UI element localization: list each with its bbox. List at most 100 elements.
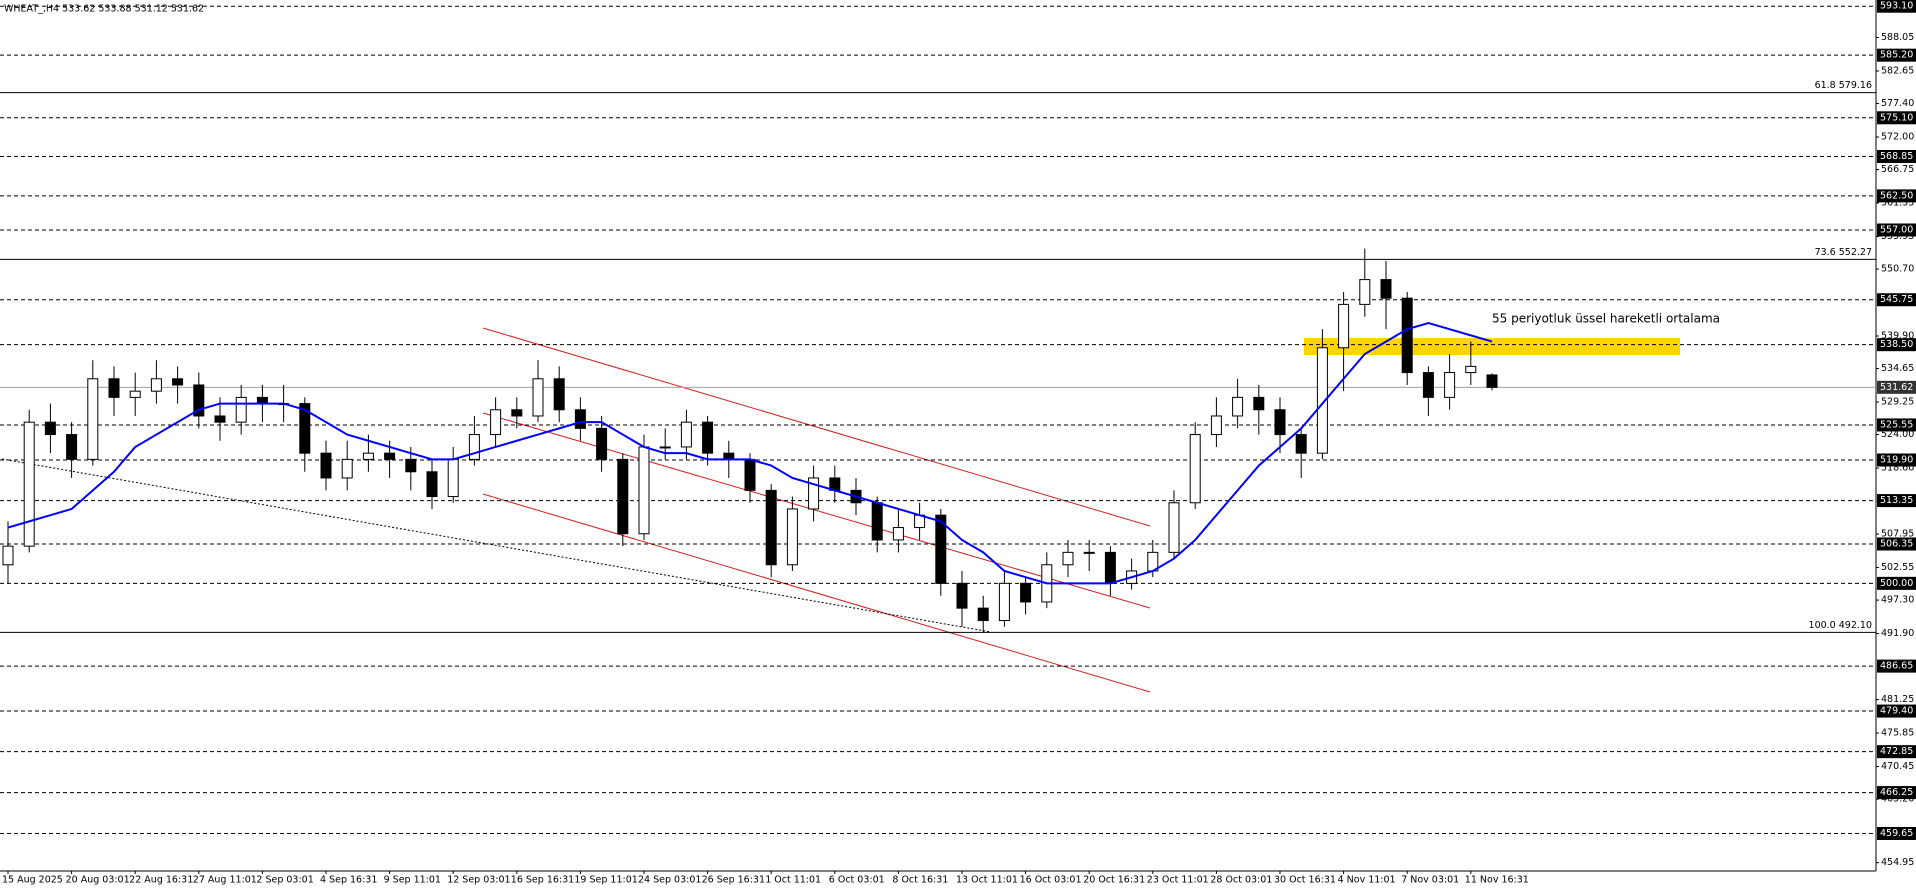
candle-body <box>680 421 692 448</box>
level-label: 459.65 <box>1880 828 1913 839</box>
fib-label: 100.0 492.10 <box>1809 620 1872 631</box>
level-label-box <box>1877 576 1916 590</box>
level-label: 593.10 <box>1880 1 1913 12</box>
level-label: 513.35 <box>1880 495 1913 506</box>
y-tick-label: 502.55 <box>1881 562 1914 573</box>
y-tick-label: 507.95 <box>1881 529 1914 540</box>
y-tick-label: 475.85 <box>1881 728 1914 739</box>
y-tick-label: 577.40 <box>1881 98 1914 109</box>
x-tick-label: 20 Oct 16:31 <box>1083 875 1145 886</box>
level-label: 506.35 <box>1880 538 1913 549</box>
x-tick-label: 16 Sep 16:31 <box>511 875 574 886</box>
current-price-box <box>1877 380 1916 394</box>
candle-body <box>998 582 1010 622</box>
candle-body <box>1401 297 1413 374</box>
candle-body <box>1465 365 1477 374</box>
y-tick-label: 555.95 <box>1881 231 1914 242</box>
candle-body <box>193 384 205 417</box>
level-label: 538.50 <box>1880 339 1913 350</box>
level-label-box <box>1877 111 1916 125</box>
candle-body <box>617 458 629 535</box>
candle-body <box>1232 396 1244 417</box>
candle-body <box>362 452 374 460</box>
y-tick-label: 518.60 <box>1881 463 1914 474</box>
candle-body <box>808 477 820 510</box>
candle-body <box>1422 372 1434 398</box>
x-tick-label: 6 Oct 03:01 <box>829 875 885 886</box>
y-tick-label: 572.00 <box>1881 132 1914 143</box>
candle-body <box>532 378 544 417</box>
y-tick-label: 561.35 <box>1881 198 1914 209</box>
candle-body <box>108 378 120 398</box>
channel-lower <box>482 493 1151 693</box>
candle-body <box>1210 415 1222 436</box>
candle-body <box>2 545 14 566</box>
candle-body <box>1253 396 1265 411</box>
level-label-box <box>1877 293 1916 307</box>
candle-body <box>744 458 756 491</box>
level-label-box <box>1877 704 1916 718</box>
y-tick-label: 497.30 <box>1881 595 1914 606</box>
candle-body <box>638 446 650 535</box>
x-tick-label: 11 Nov 16:31 <box>1465 875 1529 886</box>
channel-upper <box>482 327 1151 527</box>
x-tick-label: 19 Sep 11:01 <box>574 875 637 886</box>
x-tick-label: 26 Sep 16:31 <box>702 875 765 886</box>
y-tick-label: 524.00 <box>1881 429 1914 440</box>
x-tick-label: 4 Nov 11:01 <box>1338 875 1396 886</box>
candle-body <box>574 409 586 429</box>
x-tick-label: 24 Sep 03:01 <box>638 875 701 886</box>
candle-body <box>1020 582 1032 603</box>
level-label: 545.75 <box>1880 294 1913 305</box>
x-tick-label: 12 Sep 03:01 <box>447 875 510 886</box>
x-tick-label: 16 Oct 03:01 <box>1020 875 1082 886</box>
level-label-box <box>1877 786 1916 800</box>
candle-body <box>468 434 480 460</box>
x-tick-label: 4 Sep 16:31 <box>320 875 377 886</box>
candle-body <box>447 458 459 498</box>
level-label-box <box>1877 0 1916 13</box>
x-tick-label: 7 Nov 03:01 <box>1401 875 1459 886</box>
candle-body <box>1104 551 1116 584</box>
candle-body <box>659 446 671 449</box>
x-tick-label: 30 Oct 16:31 <box>1274 875 1336 886</box>
level-label-box <box>1877 659 1916 673</box>
resistance-zone <box>1304 338 1680 355</box>
candle-body <box>87 378 99 460</box>
x-tick-label: 2 Sep 03:01 <box>256 875 313 886</box>
candle-body <box>956 582 968 609</box>
fib-label: 61.8 579.16 <box>1815 80 1872 91</box>
level-label: 479.40 <box>1880 706 1913 717</box>
level-label: 525.55 <box>1880 419 1913 430</box>
candle-body <box>1444 372 1456 398</box>
candle-body <box>786 508 798 566</box>
level-label: 557.00 <box>1880 224 1913 235</box>
candle-body <box>299 403 311 454</box>
level-label: 472.85 <box>1880 746 1913 757</box>
candle-body <box>490 409 502 436</box>
candle-body <box>1168 502 1180 553</box>
level-label-box <box>1877 418 1916 432</box>
ema-line <box>7 321 1493 585</box>
level-label-box <box>1877 537 1916 551</box>
candle-body <box>1189 434 1201 504</box>
candle-body <box>1486 374 1498 388</box>
level-label: 486.65 <box>1880 661 1913 672</box>
level-label: 575.10 <box>1880 112 1913 123</box>
x-tick-label: 22 Aug 16:31 <box>129 875 193 886</box>
y-tick-label: 534.65 <box>1881 363 1914 374</box>
fib-label: 73.6 552.27 <box>1815 247 1872 258</box>
candle-body <box>1316 347 1328 454</box>
x-tick-label: 23 Oct 11:01 <box>1147 875 1209 886</box>
candle-body <box>935 514 947 584</box>
candle-body <box>892 527 904 541</box>
candle-body <box>765 489 777 566</box>
level-label: 562.50 <box>1880 190 1913 201</box>
current-price-label: 531.62 <box>1880 382 1913 393</box>
candle-body <box>1083 551 1095 554</box>
candle-body <box>405 458 417 473</box>
candle-body <box>235 396 247 423</box>
